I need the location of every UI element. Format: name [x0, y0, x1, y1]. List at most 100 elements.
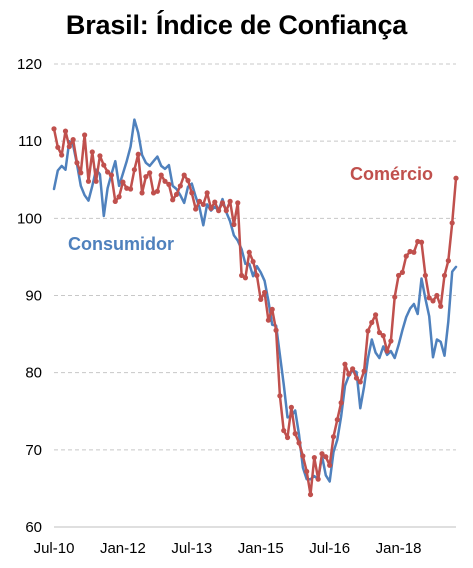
- data-point-comercio: [277, 393, 283, 399]
- data-point-comercio: [147, 170, 153, 176]
- data-point-comercio: [204, 190, 210, 196]
- x-axis: Jul-10 Jan-12 Jul-13 Jan-15 Jul-16 Jan-18: [34, 526, 456, 557]
- data-point-comercio: [108, 172, 115, 178]
- data-point-comercio: [346, 371, 352, 377]
- data-point-comercio: [422, 272, 428, 279]
- data-point-comercio: [342, 361, 348, 367]
- x-tick-label: Jan-12: [100, 540, 146, 557]
- data-point-comercio: [269, 306, 275, 312]
- data-point-comercio: [189, 190, 195, 196]
- data-point-comercio: [365, 328, 371, 334]
- data-point-comercio: [353, 375, 360, 381]
- data-point-comercio: [89, 149, 95, 155]
- data-point-comercio: [307, 491, 314, 498]
- data-point-comercio: [315, 476, 321, 482]
- data-point-comercio: [208, 205, 214, 211]
- data-point-comercio: [239, 272, 245, 279]
- data-point-comercio: [112, 198, 118, 204]
- data-point-comercio: [223, 208, 229, 214]
- x-tick-label: Jan-18: [376, 540, 422, 557]
- data-point-comercio: [388, 338, 394, 344]
- data-point-comercio: [127, 186, 134, 192]
- data-point-comercio: [219, 200, 226, 206]
- y-tick-label: 110: [18, 133, 42, 150]
- data-point-comercio: [235, 200, 241, 206]
- data-point-comercio: [62, 128, 69, 134]
- data-point-comercio: [361, 368, 367, 374]
- data-point-comercio: [51, 126, 57, 132]
- x-tick-label: Jul-10: [34, 540, 75, 557]
- data-point-comercio: [330, 434, 337, 440]
- data-point-comercio: [139, 190, 145, 196]
- data-point-comercio: [120, 179, 126, 185]
- data-point-comercio: [265, 317, 271, 323]
- gridlines: [54, 63, 456, 451]
- data-point-comercio: [85, 178, 92, 184]
- data-point-comercio: [281, 427, 287, 434]
- y-tick-label: 70: [25, 442, 42, 459]
- data-point-comercio: [185, 177, 191, 184]
- data-point-comercio: [212, 199, 218, 205]
- data-point-comercio: [334, 417, 340, 423]
- data-point-comercio: [170, 197, 176, 203]
- data-point-comercio: [74, 160, 80, 166]
- data-point-comercio: [376, 329, 383, 336]
- data-point-comercio: [357, 379, 363, 385]
- data-point-comercio: [101, 162, 107, 168]
- data-point-comercio: [426, 295, 432, 301]
- data-point-comercio: [453, 175, 459, 181]
- data-point-comercio: [154, 188, 160, 194]
- data-point-comercio: [105, 169, 111, 175]
- x-tick-label: Jul-16: [309, 540, 350, 557]
- y-tick-label: 90: [25, 288, 42, 305]
- data-point-comercio: [350, 366, 356, 372]
- data-point-comercio: [177, 183, 183, 189]
- data-point-comercio: [78, 170, 84, 176]
- data-point-comercio: [250, 258, 256, 265]
- data-point-comercio: [449, 220, 455, 226]
- data-point-comercio: [258, 296, 264, 302]
- data-point-comercio: [338, 400, 344, 406]
- data-point-comercio: [116, 194, 122, 200]
- series-line-comercio: [52, 127, 458, 496]
- data-point-comercio: [292, 431, 298, 437]
- data-point-comercio: [162, 178, 168, 184]
- series-label-consumidor: Consumidor: [68, 234, 174, 254]
- data-point-comercio: [66, 143, 72, 150]
- data-point-comercio: [304, 468, 310, 475]
- data-point-comercio: [181, 172, 187, 178]
- chart-title: Brasil: Índice de Confiança: [65, 10, 408, 40]
- data-point-comercio: [399, 269, 405, 275]
- data-point-comercio: [284, 434, 291, 441]
- data-point-comercio: [403, 253, 409, 259]
- data-point-comercio: [216, 208, 222, 214]
- series-layer: [51, 118, 459, 498]
- data-point-comercio: [434, 292, 440, 299]
- series-label-comercio: Comércio: [350, 164, 433, 184]
- x-tick-label: Jan-15: [238, 540, 284, 557]
- data-point-comercio: [319, 451, 325, 457]
- data-point-comercio: [273, 327, 279, 333]
- data-point-comercio: [261, 289, 268, 296]
- data-point-comercio: [143, 174, 149, 180]
- data-point-comercio: [196, 198, 203, 204]
- series-labels: Consumidor Comércio: [68, 164, 433, 254]
- data-point-comercio: [300, 453, 306, 459]
- data-point-comercio: [441, 272, 448, 279]
- data-point-comercio: [373, 312, 379, 318]
- data-point-comercio: [131, 167, 137, 173]
- data-point-comercio: [311, 454, 317, 461]
- data-point-comercio: [296, 440, 302, 446]
- y-axis: 60 70 80 90 100 110 120: [17, 56, 42, 536]
- data-point-comercio: [227, 198, 233, 204]
- data-point-comercio: [395, 272, 402, 279]
- data-point-comercio: [392, 294, 398, 300]
- y-tick-label: 120: [17, 56, 42, 73]
- data-point-comercio: [327, 462, 333, 468]
- data-point-comercio: [173, 191, 180, 198]
- data-point-comercio: [445, 258, 451, 264]
- y-tick-label: 60: [25, 519, 42, 536]
- data-point-comercio: [430, 298, 436, 304]
- x-tick-label: Jul-13: [171, 540, 212, 557]
